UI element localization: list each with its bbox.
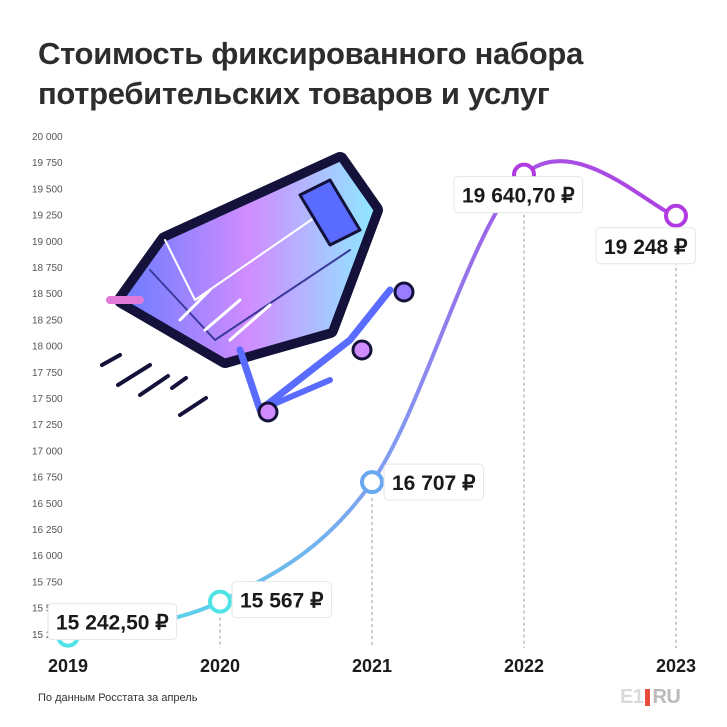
y-tick-label: 16 750	[32, 473, 63, 484]
data-label-box	[595, 227, 696, 265]
series-line-path	[66, 159, 678, 638]
gridlines	[219, 190, 677, 648]
data-labels: 15 242,50 ₽ 15 567 ₽ 16 707 ₽ 19 640,70 ₽ 19…	[47, 176, 696, 641]
data-label-text: 19 640,70 ₽	[462, 185, 575, 208]
page-title: Стоимость фиксированного набора потребит…	[38, 36, 584, 111]
y-tick-label: 17 500	[32, 394, 63, 405]
y-tick-label: 18 000	[32, 342, 63, 353]
x-tick-label: 2022	[504, 656, 544, 676]
data-label-text: 19 248 ₽	[604, 236, 688, 259]
logo-ru: RU	[652, 686, 681, 708]
data-label-text: 16 707 ₽	[392, 472, 476, 495]
data-point	[208, 589, 232, 614]
data-label-text: 15 242,50 ₽	[56, 612, 169, 635]
y-tick-label: 15 750	[32, 577, 63, 588]
data-label-box	[47, 603, 178, 641]
data-label: 15 242,50 ₽	[47, 603, 178, 641]
y-tick-label: 16 500	[32, 499, 63, 510]
y-tick-label: 19 000	[32, 237, 63, 248]
data-label: 15 567 ₽	[231, 581, 332, 619]
y-tick-label: 20 000	[32, 132, 63, 143]
data-point	[360, 470, 384, 495]
x-tick-label: 2021	[352, 656, 392, 676]
data-label-box	[231, 581, 332, 619]
data-label-box	[383, 463, 484, 501]
logo-bar	[645, 689, 651, 706]
y-tick-label: 16 000	[32, 551, 63, 562]
y-tick-label: 16 250	[32, 525, 63, 536]
x-tick-label: 2019	[48, 656, 88, 676]
y-tick-label: 17 750	[32, 368, 63, 379]
x-tick-label: 2020	[200, 656, 240, 676]
y-tick-label: 19 250	[32, 211, 63, 222]
data-label: 19 640,70 ₽	[453, 176, 584, 214]
source-note: По данным Росстата за апрель	[38, 692, 198, 704]
data-label: 16 707 ₽	[383, 463, 484, 501]
logo-e1: E1	[620, 686, 644, 708]
x-tick-label: 2023	[656, 656, 696, 676]
series-line	[66, 159, 678, 638]
logo: E1 RU	[620, 686, 681, 709]
y-tick-label: 19 500	[32, 184, 63, 195]
data-point	[664, 203, 688, 228]
y-tick-label: 17 250	[32, 420, 63, 431]
shopping-cart-icon	[100, 152, 415, 423]
y-tick-label: 18 500	[32, 289, 63, 300]
y-tick-label: 17 000	[32, 446, 63, 457]
data-label: 19 248 ₽	[595, 227, 696, 265]
y-tick-label: 19 750	[32, 158, 63, 169]
x-axis: 2019 2020 2021 2022 2023	[48, 656, 696, 676]
y-axis: 20 000 19 750 19 500 19 250 19 000 18 750 18 5…	[32, 132, 63, 641]
data-label-box	[453, 176, 584, 214]
y-tick-label: 18 750	[32, 263, 63, 274]
data-label-text: 15 567 ₽	[240, 590, 324, 613]
y-tick-label: 18 250	[32, 315, 63, 326]
